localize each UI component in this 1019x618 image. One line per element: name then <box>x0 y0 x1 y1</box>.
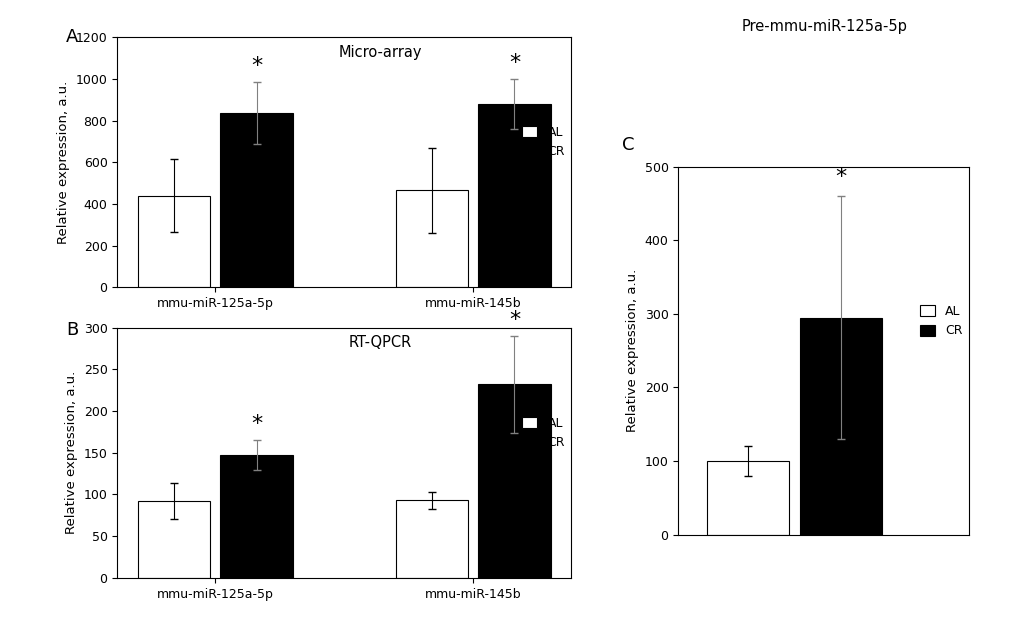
Bar <box>478 384 550 578</box>
Bar <box>220 455 292 578</box>
Bar <box>220 113 292 287</box>
Legend: AL, CR: AL, CR <box>522 126 565 158</box>
Text: Pre-mmu-miR-125a-5p: Pre-mmu-miR-125a-5p <box>741 19 906 33</box>
Bar <box>478 104 550 287</box>
Text: *: * <box>251 56 262 75</box>
Y-axis label: Relative expression, a.u.: Relative expression, a.u. <box>626 269 638 433</box>
Text: RT-QPCR: RT-QPCR <box>348 335 412 350</box>
Bar <box>800 318 880 535</box>
Bar <box>395 190 468 287</box>
Text: *: * <box>508 53 520 72</box>
Text: A: A <box>66 28 78 46</box>
Legend: AL, CR: AL, CR <box>522 417 565 449</box>
Text: *: * <box>251 414 262 434</box>
Legend: AL, CR: AL, CR <box>919 305 962 337</box>
Y-axis label: Relative expression, a.u.: Relative expression, a.u. <box>65 371 78 535</box>
Y-axis label: Relative expression, a.u.: Relative expression, a.u. <box>57 80 70 244</box>
Text: *: * <box>508 310 520 329</box>
Text: C: C <box>622 136 634 154</box>
Text: B: B <box>66 321 78 339</box>
Bar <box>395 500 468 578</box>
Bar <box>138 501 210 578</box>
Text: *: * <box>835 167 846 187</box>
Bar <box>707 461 788 535</box>
Bar <box>138 195 210 287</box>
Text: Micro-array: Micro-array <box>338 44 422 59</box>
